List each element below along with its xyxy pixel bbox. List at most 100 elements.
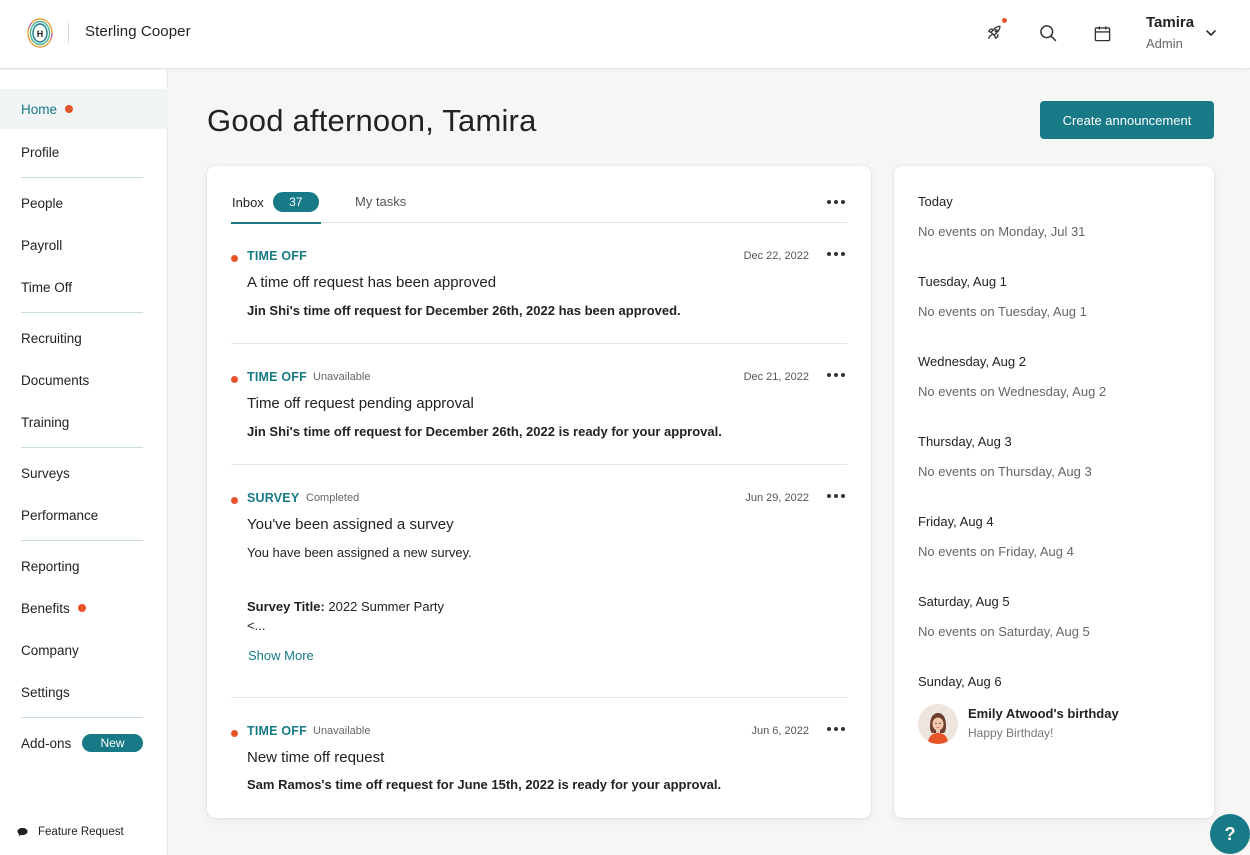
- inbox-count-badge: 37: [272, 192, 319, 212]
- item-status: Unavailable: [313, 725, 371, 737]
- sidebar-item-label: Add-ons: [21, 735, 72, 751]
- sidebar-item-people[interactable]: People: [0, 183, 168, 223]
- item-status: Unavailable: [313, 371, 371, 383]
- item-title: New time off request: [247, 749, 385, 766]
- sidebar-item-label: People: [21, 195, 64, 211]
- inbox-item[interactable]: TIME OFF Dec 22, 2022 A time off request…: [231, 246, 847, 326]
- sidebar-item-label: Recruiting: [21, 330, 82, 346]
- item-category: SURVEY: [247, 491, 300, 505]
- item-body: Jin Shi's time off request for December …: [247, 303, 681, 318]
- unread-dot: [231, 255, 238, 262]
- help-button[interactable]: ?: [1210, 814, 1250, 854]
- page-title: Good afternoon, Tamira: [207, 103, 537, 138]
- event-empty-note: No events on Saturday, Aug 5: [918, 624, 1090, 639]
- rocket-button[interactable]: [981, 18, 1007, 46]
- sidebar-item-time-off[interactable]: Time Off: [0, 267, 168, 307]
- sidebar-item-training[interactable]: Training: [0, 402, 168, 442]
- company-name: Sterling Cooper: [85, 23, 191, 40]
- inbox-tabs: Inbox 37 My tasks: [231, 190, 847, 224]
- notification-dot: [77, 604, 86, 612]
- sidebar-item-profile[interactable]: Profile: [0, 132, 168, 172]
- sidebar-item-performance[interactable]: Performance: [0, 495, 168, 535]
- notification-dot: [65, 105, 74, 113]
- search-button[interactable]: [1035, 20, 1061, 46]
- survey-title-line: Survey Title: 2022 Summer Party: [247, 599, 444, 614]
- item-title: Time off request pending approval: [247, 395, 474, 412]
- unread-dot: [231, 376, 238, 383]
- chevron-down-icon[interactable]: [1204, 26, 1218, 40]
- more-options-icon[interactable]: [827, 251, 845, 257]
- sidebar-item-label: Profile: [21, 144, 60, 160]
- sidebar-item-add-ons[interactable]: Add-ons New: [0, 723, 168, 763]
- item-status: Completed: [306, 492, 360, 504]
- top-bar: H Sterling Cooper Tamira Admin: [0, 0, 1250, 69]
- user-name[interactable]: Tamira: [1146, 14, 1195, 31]
- sidebar-item-company[interactable]: Company: [0, 630, 168, 670]
- calendar-button[interactable]: [1089, 20, 1115, 46]
- event-day-heading: Friday, Aug 4: [918, 514, 994, 529]
- event-day-heading: Today: [918, 194, 953, 209]
- item-title: You've been assigned a survey: [247, 516, 454, 533]
- more-options-icon[interactable]: [827, 199, 845, 205]
- sidebar-item-documents[interactable]: Documents: [0, 360, 168, 400]
- create-announcement-button[interactable]: Create announcement: [1040, 101, 1214, 139]
- search-icon: [1040, 25, 1057, 42]
- sidebar-item-reporting[interactable]: Reporting: [0, 546, 168, 586]
- show-more-link[interactable]: Show More: [248, 648, 314, 663]
- help-icon: ?: [1224, 823, 1236, 844]
- sidebar-item-settings[interactable]: Settings: [0, 672, 168, 712]
- tab-inbox[interactable]: Inbox 37: [232, 192, 319, 212]
- company-logo[interactable]: H: [26, 16, 54, 50]
- logo-divider: [68, 23, 69, 43]
- event-empty-note: No events on Monday, Jul 31: [918, 224, 1086, 239]
- tab-my-tasks[interactable]: My tasks: [355, 194, 406, 209]
- event-day-heading: Saturday, Aug 5: [918, 594, 1010, 609]
- sidebar-divider: [21, 540, 143, 541]
- item-body: Jin Shi's time off request for December …: [247, 424, 722, 439]
- item-category: TIME OFF: [247, 370, 307, 384]
- sidebar-item-label: Training: [21, 414, 70, 430]
- sidebar-item-label: Settings: [21, 684, 70, 700]
- event-subtitle: Happy Birthday!: [968, 726, 1054, 740]
- sidebar-item-label: Company: [21, 642, 79, 658]
- event-title[interactable]: Emily Atwood's birthday: [968, 706, 1119, 721]
- new-badge: New: [82, 734, 143, 752]
- sidebar-item-surveys[interactable]: Surveys: [0, 453, 168, 493]
- sidebar-divider: [21, 717, 143, 718]
- sidebar-item-label: Performance: [21, 507, 99, 523]
- event-day-heading: Wednesday, Aug 2: [918, 354, 1026, 369]
- more-options-icon[interactable]: [827, 372, 845, 378]
- item-date: Dec 22, 2022: [743, 250, 809, 262]
- item-divider: [231, 343, 847, 344]
- event-empty-note: No events on Friday, Aug 4: [918, 544, 1074, 559]
- sidebar-item-label: Time Off: [21, 279, 73, 295]
- person-avatar-icon: [918, 704, 958, 744]
- tab-label: My tasks: [355, 194, 407, 209]
- item-divider: [231, 464, 847, 465]
- more-options-icon[interactable]: [827, 726, 845, 732]
- survey-title-label: Survey Title:: [247, 599, 325, 614]
- sidebar-item-recruiting[interactable]: Recruiting: [0, 318, 168, 358]
- item-date: Jun 6, 2022: [751, 725, 810, 737]
- logo-letter: H: [37, 29, 44, 39]
- sidebar-item-benefits[interactable]: Benefits: [0, 588, 168, 628]
- chat-bubble-icon: [17, 827, 28, 837]
- more-options-icon[interactable]: [827, 493, 845, 499]
- sidebar-item-payroll[interactable]: Payroll: [0, 225, 168, 265]
- events-card: Today No events on Monday, Jul 31 Tuesda…: [894, 166, 1214, 818]
- survey-truncated-text: <...: [247, 618, 266, 633]
- sidebar-divider: [21, 177, 143, 178]
- inbox-item[interactable]: SURVEY Completed Jun 29, 2022 You've bee…: [231, 488, 847, 668]
- inbox-item[interactable]: TIME OFF Unavailable Jun 6, 2022 New tim…: [231, 721, 847, 801]
- feature-request-link[interactable]: Feature Request: [17, 826, 124, 838]
- calendar-icon: [1094, 25, 1110, 41]
- event-empty-note: No events on Thursday, Aug 3: [918, 464, 1092, 479]
- rocket-icon: [988, 25, 1001, 39]
- inbox-item[interactable]: TIME OFF Unavailable Dec 21, 2022 Time o…: [231, 367, 847, 447]
- unread-dot: [231, 497, 238, 504]
- sidebar-divider: [21, 312, 143, 313]
- event-empty-note: No events on Wednesday, Aug 2: [918, 384, 1107, 399]
- event-day-heading: Sunday, Aug 6: [918, 674, 1002, 689]
- avatar[interactable]: [918, 704, 958, 744]
- sidebar-item-home[interactable]: Home: [0, 89, 168, 129]
